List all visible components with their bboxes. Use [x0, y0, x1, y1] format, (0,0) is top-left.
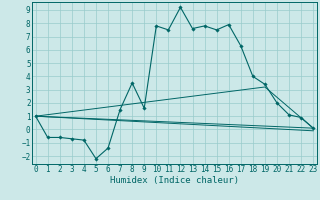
X-axis label: Humidex (Indice chaleur): Humidex (Indice chaleur)	[110, 176, 239, 185]
